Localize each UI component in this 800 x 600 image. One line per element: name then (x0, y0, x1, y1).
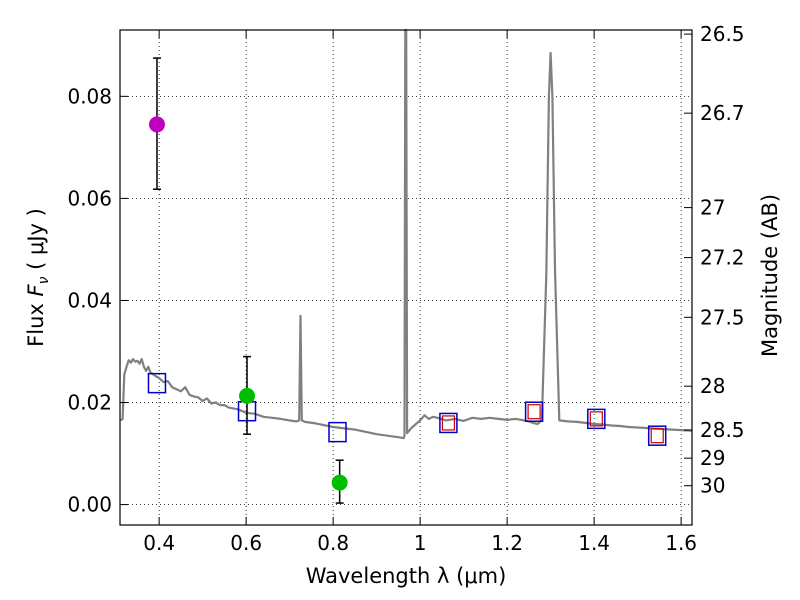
grid-layer (120, 30, 692, 525)
inner-marker (527, 404, 541, 420)
mag-tick-label: 30 (700, 474, 725, 498)
mag-tick-label: 27.5 (700, 305, 745, 329)
model-photometry-marker (147, 372, 167, 394)
sed-model-line (120, 28, 693, 440)
x-tick-label: 1.6 (665, 531, 697, 555)
model-photometry-marker (328, 421, 347, 443)
x-tick-label: 1.2 (491, 531, 523, 555)
y-tick-label: 0.00 (67, 493, 112, 517)
x-tick-label: 1.4 (578, 531, 610, 555)
mag-tick-label: 27 (700, 196, 725, 220)
mag-tick-label: 26.5 (700, 22, 745, 46)
series-layer (120, 28, 693, 504)
y-axis-label-right: Magnitude (AB) (758, 194, 782, 357)
x-axis-label: Wavelength λ (μm) (306, 564, 507, 588)
inner-marker (589, 411, 603, 427)
observed-photometry-point (239, 387, 256, 404)
x-tick-label: 1 (414, 531, 427, 555)
observed-photometry-point (148, 116, 165, 133)
x-tick-label: 0.8 (317, 531, 349, 555)
mag-tick-label: 27.2 (700, 246, 745, 270)
mag-tick-label: 28 (700, 374, 725, 398)
y-tick-label: 0.04 (67, 288, 112, 312)
x-tick-label: 0.6 (230, 531, 262, 555)
y-tick-label: 0.08 (67, 84, 112, 108)
mag-tick-label: 26.7 (700, 101, 745, 125)
mag-tick-label: 28.5 (700, 418, 745, 442)
model-photometry-marker (524, 401, 544, 422)
tick-layer: 0.4 0.6 0.8 1 1.2 1.4 1.6 0.00 0.02 0.04 0.06 0.08 2… (67, 22, 744, 555)
inner-marker (441, 415, 456, 431)
y-axis-label: Flux Fν ( μJy ) (24, 208, 52, 347)
y-tick-label: 0.02 (67, 391, 112, 415)
model-photometry-marker (587, 408, 606, 430)
model-photometry-marker (439, 412, 458, 434)
mag-tick-label: 29 (700, 446, 725, 470)
plot-frame (119, 29, 693, 526)
observed-photometry-point (331, 474, 348, 491)
y-tick-label: 0.06 (67, 186, 112, 210)
x-tick-label: 0.4 (143, 531, 175, 555)
model-photometry-marker (647, 425, 667, 446)
inner-marker (650, 428, 664, 444)
